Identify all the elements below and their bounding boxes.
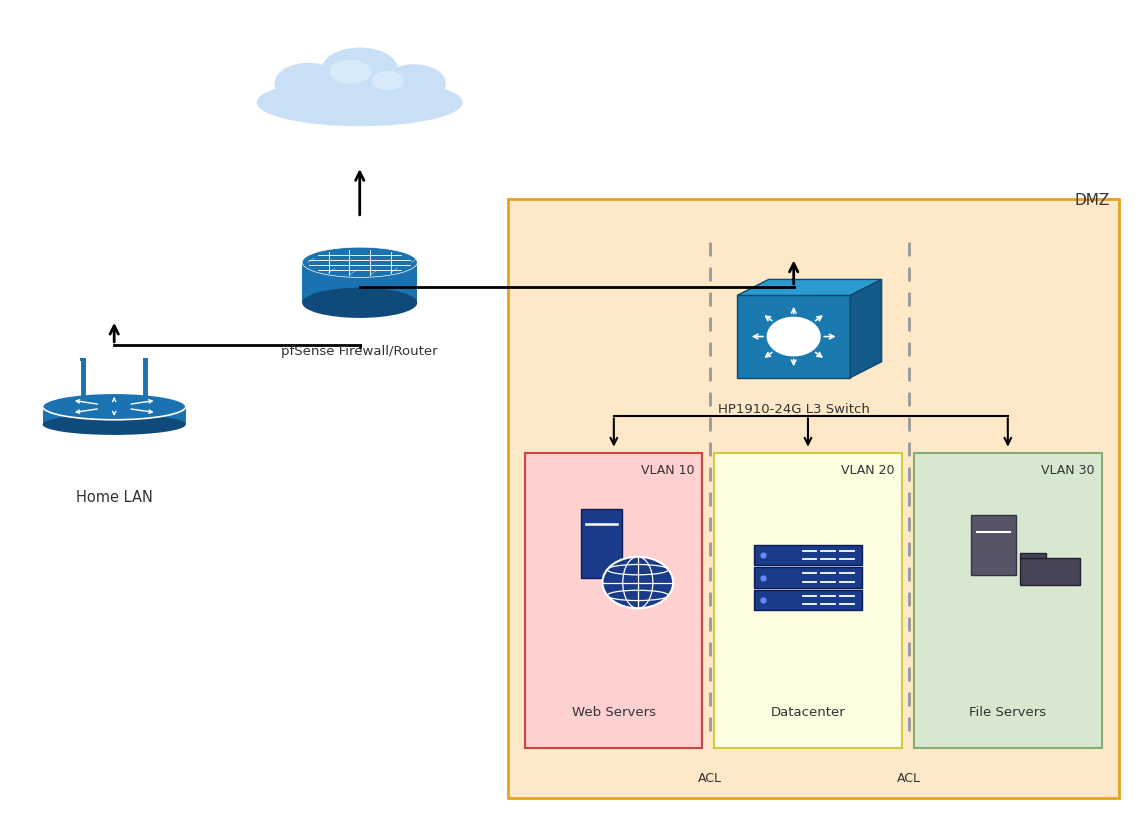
Text: ACL: ACL bbox=[896, 772, 922, 785]
FancyBboxPatch shape bbox=[754, 568, 861, 588]
Ellipse shape bbox=[42, 393, 186, 420]
Ellipse shape bbox=[329, 60, 371, 84]
Text: Web Servers: Web Servers bbox=[572, 706, 656, 719]
Ellipse shape bbox=[321, 47, 399, 91]
Ellipse shape bbox=[274, 63, 341, 104]
Text: pfSense Firewall/Router: pfSense Firewall/Router bbox=[281, 345, 439, 358]
Text: ACL: ACL bbox=[698, 772, 723, 785]
Ellipse shape bbox=[371, 71, 404, 90]
FancyBboxPatch shape bbox=[525, 453, 702, 748]
Ellipse shape bbox=[383, 64, 445, 102]
FancyBboxPatch shape bbox=[1021, 558, 1080, 585]
FancyBboxPatch shape bbox=[508, 199, 1119, 798]
Ellipse shape bbox=[257, 78, 463, 126]
Ellipse shape bbox=[313, 75, 373, 110]
Text: Datacenter: Datacenter bbox=[771, 706, 845, 719]
Text: VLAN 20: VLAN 20 bbox=[841, 464, 894, 477]
Text: VLAN 10: VLAN 10 bbox=[641, 464, 694, 477]
Text: VLAN 30: VLAN 30 bbox=[1040, 464, 1094, 477]
FancyBboxPatch shape bbox=[303, 263, 417, 302]
FancyBboxPatch shape bbox=[738, 296, 850, 377]
Text: Home LAN: Home LAN bbox=[75, 490, 153, 505]
Bar bbox=[80, 358, 86, 361]
FancyBboxPatch shape bbox=[714, 453, 902, 748]
FancyBboxPatch shape bbox=[580, 509, 621, 578]
Polygon shape bbox=[850, 279, 882, 377]
Text: File Servers: File Servers bbox=[970, 706, 1046, 719]
Circle shape bbox=[767, 317, 820, 356]
FancyBboxPatch shape bbox=[1021, 553, 1046, 558]
Text: DMZ: DMZ bbox=[1075, 193, 1110, 208]
Text: HP1910-24G L3 Switch: HP1910-24G L3 Switch bbox=[718, 403, 869, 416]
FancyBboxPatch shape bbox=[972, 515, 1016, 575]
Ellipse shape bbox=[42, 414, 186, 435]
Bar bbox=[143, 358, 148, 361]
Circle shape bbox=[603, 557, 674, 608]
FancyBboxPatch shape bbox=[42, 406, 186, 425]
Polygon shape bbox=[738, 279, 882, 296]
FancyBboxPatch shape bbox=[754, 545, 861, 565]
FancyBboxPatch shape bbox=[914, 453, 1102, 748]
FancyBboxPatch shape bbox=[754, 590, 861, 610]
Ellipse shape bbox=[303, 288, 417, 318]
Ellipse shape bbox=[303, 247, 417, 278]
